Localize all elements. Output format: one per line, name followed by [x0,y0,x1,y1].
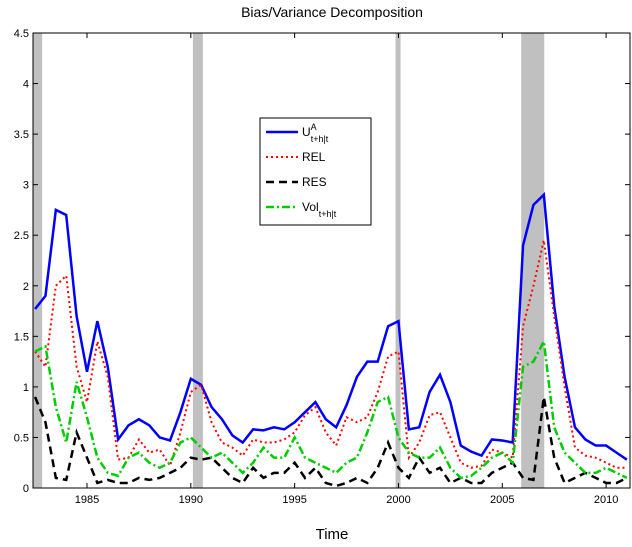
y-tick-label: 1 [23,382,29,394]
legend-label: RES [302,175,327,189]
x-tick-label: 1995 [282,494,306,506]
x-tick-label: 1985 [75,494,99,506]
y-tick-label: 3 [23,180,29,192]
legend-sub: t+h|t [319,209,337,219]
recession-band [33,33,43,488]
chart-title: Bias/Variance Decomposition [241,4,423,20]
x-axis-label: Time [316,526,349,543]
y-tick-label: 3.5 [14,129,29,141]
plot-frame [32,32,631,489]
legend-name: Vol [302,200,319,214]
x-tick-label: 2010 [594,494,618,506]
x-tick-label: 2005 [490,494,514,506]
recession-band [192,33,203,488]
recession-band [521,33,545,488]
y-tick-label: 2.5 [14,230,29,242]
y-tick-label: 0.5 [14,432,29,444]
legend-sup: A [311,122,317,132]
x-tick-label: 2000 [386,494,410,506]
y-tick-label: 2 [23,281,29,293]
series-line [34,240,627,469]
series-line [34,192,628,461]
series-line [34,337,628,480]
legend-name: U [302,125,311,139]
recession-band [395,33,401,488]
y-tick-label: 1.5 [14,331,29,343]
legend-label: UA t+h|t [302,122,329,144]
x-tick-label: 1990 [179,494,203,506]
legend-sub: t+h|t [311,134,329,144]
legend-name: RES [302,175,327,189]
y-tick-label: 0 [23,483,29,495]
series-line [33,396,628,488]
y-tick-label: 4 [23,79,29,91]
legend-label: REL [302,150,326,164]
legend-name: REL [302,150,326,164]
y-tick-label: 4.5 [14,28,29,40]
legend-label: Volt+h|t [302,200,337,219]
